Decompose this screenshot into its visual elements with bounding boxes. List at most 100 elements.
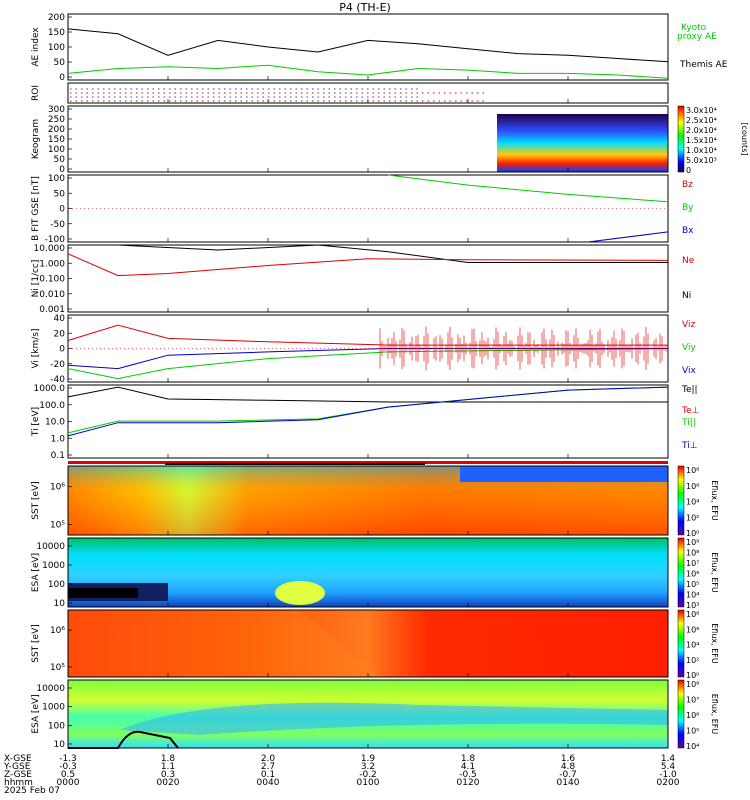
keo-ytick-label: 50 — [54, 155, 66, 165]
temp-ytick-label: 0.1 — [51, 451, 65, 461]
esa_e-ytick-label: 100 — [48, 580, 65, 590]
density-series-ni — [68, 244, 668, 263]
esa_e-colorbar — [677, 537, 685, 608]
esa_i-colorbar-tick: 10⁴ — [686, 742, 699, 751]
velocity-ytick-label: -20 — [50, 360, 65, 370]
ae-series-proxyae — [67, 64, 669, 79]
x-tick-t: 0200 — [657, 778, 680, 788]
x-tick-x: 1.6 — [561, 754, 576, 764]
bfield-series-by — [387, 174, 669, 203]
esa_i-colorbar-tick: 10⁶ — [686, 711, 699, 720]
keo-colorbar-tick: 2.5x10⁴ — [686, 116, 717, 125]
bfield-ytick-label: -50 — [50, 220, 65, 230]
ae-ylabel: AE index — [31, 27, 41, 67]
density-ytick-label: 0.001 — [39, 305, 65, 315]
x-row-label: Y-GSE — [3, 762, 31, 772]
velocity-legend: Viz Viy Vix — [682, 320, 696, 376]
temp-ytick-label: 100.0 — [39, 401, 65, 411]
esa_i-ytick-label: 10000 — [36, 684, 65, 694]
x-tick-x: 2.0 — [261, 754, 276, 764]
keo-colorbar-tick: 1.5x10⁴ — [686, 136, 717, 145]
esa_i-ylabel: ESA [eV] — [31, 694, 41, 733]
esa_i-colorbar — [677, 679, 685, 749]
sst_e-colorbar-label: Eflux, EFU — [710, 480, 719, 521]
ae-frame — [67, 13, 669, 81]
keo-colorbar-tick: 0 — [686, 166, 691, 175]
legend-themis-ae: Themis AE — [679, 60, 728, 70]
sst-electron-flag-bar — [68, 461, 668, 464]
x-tick-t: 0120 — [457, 778, 480, 788]
x-tick-y: 4.8 — [561, 762, 576, 772]
sst_i-ylabel: SST [eV] — [31, 624, 41, 663]
esa_e-colorbar-tick: 10⁸ — [686, 549, 699, 558]
density-ytick-label: 0.010 — [39, 290, 65, 300]
x-tick-z: -1.0 — [659, 770, 677, 780]
legend-ti-perp: Ti⊥ — [681, 441, 698, 451]
temp-legend: Te|| Te⊥ Ti|| Ti⊥ — [681, 385, 700, 451]
legend-proxy-ae: proxy AE — [677, 32, 717, 42]
x-row-label: Z-GSE — [4, 770, 32, 780]
sst_e-colorbar-tick: 10² — [686, 513, 699, 522]
velocity-ytick-label: 20 — [54, 329, 66, 339]
esa_e-colorbar-label: Eflux, EFU — [710, 552, 719, 593]
esa_e-colorbar-tick: 10⁹ — [686, 538, 699, 547]
esa_i-ytick-label: 100 — [48, 721, 65, 731]
x-row-label: hhmm — [4, 778, 33, 788]
sst_i-colorbar-tick: 10⁸ — [686, 610, 699, 619]
roi-ylabel: ROI — [31, 85, 41, 101]
legend-kyoto: Kyoto — [681, 23, 707, 33]
esa_e-colorbar-tick: 10³ — [686, 601, 699, 610]
sst-electron-blue-band — [460, 466, 668, 482]
sst_i-colorbar-tick: 10⁶ — [686, 625, 699, 634]
esa_i-ytick-label: 10 — [54, 740, 66, 750]
density-ytick-label: 1.000 — [39, 259, 65, 269]
ae-ytick-label: 100 — [48, 43, 65, 53]
x-tick-y: 4.1 — [461, 762, 475, 772]
ae-ytick-label: 200 — [48, 13, 65, 23]
sst_e-ytick-label: 10⁶ — [50, 483, 65, 493]
temp-ylabel: Ti [eV] — [31, 407, 41, 437]
esa_i-colorbar-tick: 10⁵ — [686, 727, 699, 736]
density-series-ne — [67, 253, 669, 277]
sst_e-colorbar-tick: 10⁶ — [686, 482, 699, 491]
legend-te-par: Te|| — [681, 385, 698, 395]
velocity-series-vix — [67, 348, 668, 370]
density-ytick-label: 0.100 — [39, 275, 65, 285]
esa_e-ylabel: ESA [eV] — [31, 553, 41, 592]
keo-ytick-label: 300 — [48, 105, 65, 115]
legend-te-perp: Te⊥ — [681, 406, 700, 416]
esa-electron-dark-band — [68, 588, 138, 598]
sst-ion-wedge — [68, 610, 380, 677]
density-ytick-label: 10.000 — [34, 244, 66, 254]
legend-viy: Viy — [682, 343, 696, 353]
bfield-ylabel: B FIT GSE [nT] — [31, 176, 41, 241]
bfield-ytick-label: 0 — [59, 205, 65, 215]
sst_e-ylabel: SST [eV] — [31, 481, 41, 520]
temp-series-te — [67, 386, 668, 403]
bfield-series-bx — [587, 231, 669, 243]
x-row-label: 2025 Feb 07 — [4, 786, 60, 796]
keo-colorbar-tick: 1.0x10⁴ — [686, 146, 717, 155]
bfield-legend: Bz By Bx — [682, 180, 694, 236]
velocity-series-viy — [67, 348, 669, 380]
sst_i-ytick-label: 10⁵ — [50, 663, 65, 673]
sst_i-colorbar-tick: 10⁴ — [686, 641, 699, 650]
ae-ytick-label: 50 — [54, 58, 66, 68]
esa-electron-hotspot — [275, 581, 325, 605]
sst_i-colorbar-label: Eflux, EFU — [710, 623, 719, 664]
x-tick-x: -1.3 — [59, 754, 77, 764]
esa_e-ytick-label: 10000 — [36, 542, 65, 552]
keo-colorbar-tick: 2.0x10⁴ — [686, 126, 717, 135]
x-tick-y: 3.2 — [361, 762, 375, 772]
sst_i-ytick-label: 10⁶ — [50, 626, 65, 636]
esa_e-colorbar-tick: 10⁶ — [686, 570, 699, 579]
x-tick-t: 0140 — [557, 778, 580, 788]
temp-ytick-label: 1000.0 — [34, 384, 66, 394]
sst_i-colorbar — [677, 609, 685, 678]
esa_e-ytick-label: 1000 — [42, 561, 65, 571]
keo-colorbar-tick: 3.0x10⁴ — [686, 106, 717, 115]
bfield-ytick-label: 100 — [48, 174, 65, 184]
keo-ylabel: Keogram — [31, 119, 41, 159]
sst_e-colorbar-tick: 10⁸ — [686, 466, 699, 475]
